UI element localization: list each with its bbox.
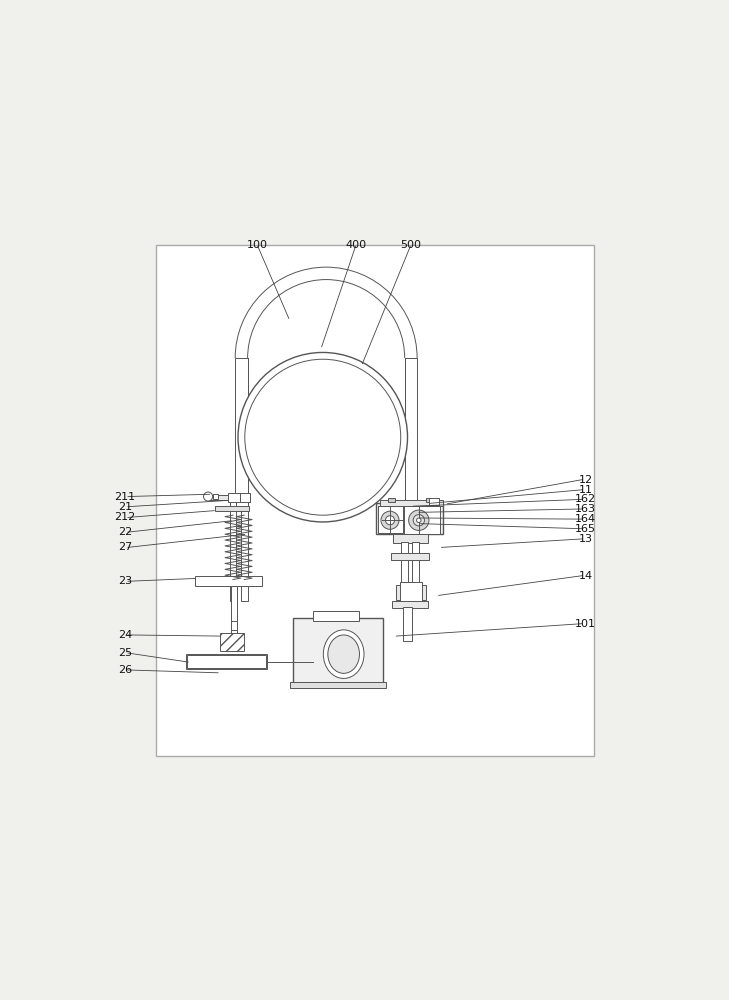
- Bar: [216, 506, 249, 511]
- Text: 101: 101: [575, 619, 596, 629]
- Circle shape: [413, 515, 424, 526]
- Text: 164: 164: [575, 514, 596, 524]
- Text: 12: 12: [578, 475, 593, 485]
- Bar: [397, 585, 426, 600]
- Text: 14: 14: [578, 571, 593, 581]
- Text: 23: 23: [118, 576, 132, 586]
- Text: 13: 13: [579, 534, 593, 544]
- Circle shape: [203, 492, 213, 501]
- Bar: [290, 682, 386, 688]
- Bar: [389, 498, 395, 502]
- Text: 11: 11: [579, 485, 593, 495]
- Text: 21: 21: [118, 502, 132, 512]
- Bar: [381, 500, 443, 506]
- Bar: [313, 611, 359, 621]
- Text: 26: 26: [118, 665, 132, 675]
- Circle shape: [245, 359, 401, 515]
- Ellipse shape: [324, 630, 364, 678]
- Circle shape: [409, 510, 429, 530]
- Circle shape: [238, 352, 408, 522]
- Bar: [187, 655, 266, 668]
- Text: 22: 22: [118, 527, 132, 537]
- Bar: [230, 497, 236, 601]
- Bar: [293, 618, 383, 685]
- Bar: [231, 621, 237, 641]
- Text: 400: 400: [345, 240, 366, 250]
- Bar: [220, 633, 243, 651]
- Bar: [228, 493, 242, 502]
- Text: 25: 25: [118, 648, 132, 658]
- Bar: [403, 607, 412, 641]
- Bar: [429, 498, 439, 505]
- Bar: [391, 601, 428, 608]
- Bar: [378, 506, 403, 533]
- Circle shape: [416, 518, 421, 523]
- Bar: [405, 358, 417, 526]
- Bar: [412, 542, 418, 585]
- Bar: [207, 495, 243, 500]
- Circle shape: [386, 516, 394, 525]
- Bar: [231, 586, 237, 632]
- Bar: [404, 506, 440, 534]
- Bar: [156, 245, 594, 756]
- Bar: [213, 494, 218, 499]
- Bar: [393, 534, 428, 543]
- Bar: [240, 493, 250, 502]
- Ellipse shape: [328, 635, 359, 673]
- Bar: [391, 553, 429, 560]
- Text: 165: 165: [575, 524, 596, 534]
- Bar: [401, 542, 408, 585]
- Bar: [426, 498, 433, 502]
- Text: 212: 212: [114, 512, 136, 522]
- Text: 27: 27: [118, 542, 132, 552]
- Text: 500: 500: [399, 240, 421, 250]
- Bar: [376, 503, 443, 534]
- Bar: [195, 576, 262, 586]
- Text: 100: 100: [247, 240, 268, 250]
- Bar: [235, 358, 248, 526]
- Text: 163: 163: [575, 504, 596, 514]
- Bar: [186, 654, 268, 669]
- Text: 211: 211: [114, 492, 136, 502]
- Bar: [241, 511, 248, 601]
- Bar: [399, 582, 422, 604]
- Text: 162: 162: [575, 494, 596, 504]
- Circle shape: [381, 511, 399, 529]
- Text: 24: 24: [118, 630, 132, 640]
- Bar: [231, 630, 237, 636]
